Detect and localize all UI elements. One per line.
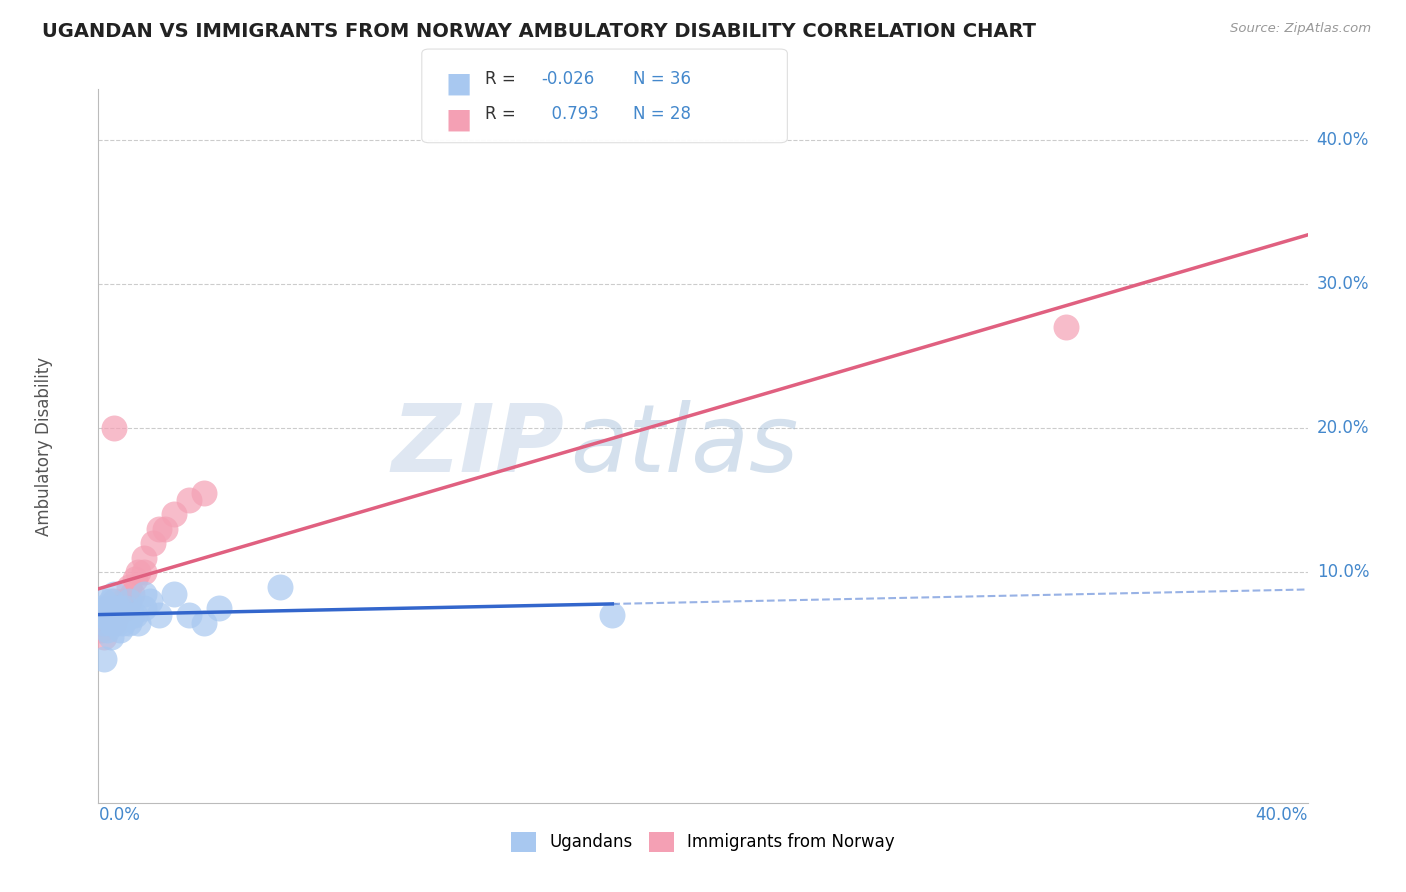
Point <box>90 608 112 623</box>
Point <box>153 522 176 536</box>
Point <box>111 615 134 630</box>
Point <box>90 623 112 637</box>
Point <box>93 615 115 630</box>
Point <box>111 594 134 608</box>
Point <box>132 587 155 601</box>
Text: 0.793: 0.793 <box>541 105 599 123</box>
Point <box>269 580 291 594</box>
Point <box>96 615 118 630</box>
Point <box>90 615 112 630</box>
Text: UGANDAN VS IMMIGRANTS FROM NORWAY AMBULATORY DISABILITY CORRELATION CHART: UGANDAN VS IMMIGRANTS FROM NORWAY AMBULA… <box>42 22 1036 41</box>
Point <box>103 421 125 435</box>
Point <box>93 615 115 630</box>
Point <box>100 630 122 644</box>
Point <box>108 601 131 615</box>
Point <box>118 580 141 594</box>
Point <box>93 594 115 608</box>
Legend: Ugandans, Immigrants from Norway: Ugandans, Immigrants from Norway <box>505 825 901 859</box>
Point <box>121 587 143 601</box>
Text: Ambulatory Disability: Ambulatory Disability <box>35 357 53 535</box>
Point <box>103 608 125 623</box>
Text: R =: R = <box>485 70 516 87</box>
Point <box>100 594 122 608</box>
Point <box>103 615 125 630</box>
Point <box>103 587 125 601</box>
Point <box>139 594 162 608</box>
Point <box>100 608 122 623</box>
Point <box>111 608 134 623</box>
Point <box>124 572 146 586</box>
Point <box>114 601 136 615</box>
Text: atlas: atlas <box>569 401 799 491</box>
Point <box>193 615 215 630</box>
Point <box>96 623 118 637</box>
Point <box>208 601 231 615</box>
Point <box>142 536 165 550</box>
Point <box>179 608 201 623</box>
Point <box>105 615 128 630</box>
Text: ■: ■ <box>446 70 472 97</box>
Point <box>1054 320 1077 334</box>
Point <box>118 615 141 630</box>
Point <box>105 601 128 615</box>
Point <box>96 608 118 623</box>
Text: Source: ZipAtlas.com: Source: ZipAtlas.com <box>1230 22 1371 36</box>
Point <box>193 486 215 500</box>
Point <box>132 550 155 565</box>
Point <box>108 623 131 637</box>
Point <box>127 565 149 579</box>
Point <box>90 601 112 615</box>
Point <box>124 608 146 623</box>
Text: 20.0%: 20.0% <box>1316 419 1369 437</box>
Point <box>132 601 155 615</box>
Point <box>148 522 170 536</box>
Point <box>103 601 125 615</box>
Point <box>179 493 201 508</box>
Point <box>163 508 186 522</box>
Point <box>148 608 170 623</box>
Text: 30.0%: 30.0% <box>1316 275 1369 293</box>
Text: N = 36: N = 36 <box>633 70 690 87</box>
Point <box>103 594 125 608</box>
Point <box>127 615 149 630</box>
Text: 0.0%: 0.0% <box>98 805 141 823</box>
Text: 10.0%: 10.0% <box>1316 563 1369 582</box>
Point <box>114 601 136 615</box>
Point <box>118 594 141 608</box>
Point <box>118 594 141 608</box>
Point <box>96 601 118 615</box>
Point <box>132 565 155 579</box>
Point <box>108 601 131 615</box>
Point <box>100 615 122 630</box>
Point <box>105 608 128 623</box>
Text: ■: ■ <box>446 105 472 133</box>
Point <box>163 587 186 601</box>
Text: R =: R = <box>485 105 516 123</box>
Text: 40.0%: 40.0% <box>1316 130 1369 149</box>
Point <box>93 651 115 665</box>
Point <box>96 601 118 615</box>
Text: ZIP: ZIP <box>391 400 564 492</box>
Point <box>93 630 115 644</box>
Text: -0.026: -0.026 <box>541 70 595 87</box>
Text: 40.0%: 40.0% <box>1256 805 1308 823</box>
Point <box>602 608 624 623</box>
Point <box>121 608 143 623</box>
Text: N = 28: N = 28 <box>633 105 690 123</box>
